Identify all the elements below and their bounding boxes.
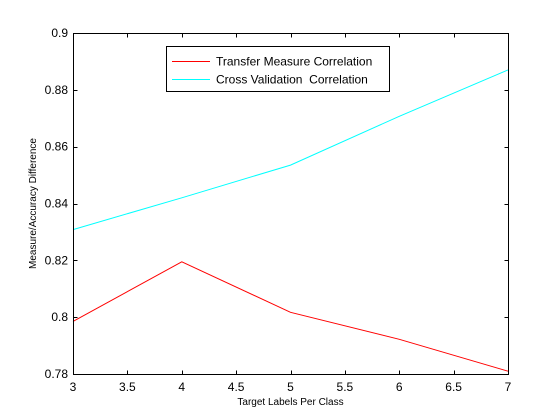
legend-label-transfer-measure: Transfer Measure Correlation [216,55,372,69]
y-tick-label: 0.8 [51,310,68,324]
plot-frame [73,33,509,375]
x-tick-label: 4.5 [228,380,245,394]
series-line-cross-validation [72,69,509,231]
legend-label-cross-validation: Cross Validation Correlation [216,73,368,87]
legend: Transfer Measure Correlation Cross Valid… [166,46,390,92]
y-axis-label: Measure/Accuracy Difference [28,138,39,269]
x-tick-label: 4 [178,380,185,394]
legend-box [166,46,390,92]
series-line-transfer-measure [72,261,509,372]
x-tick-label: 5 [287,380,294,394]
tick-layer: 3 3.5 4 4.5 5 5.5 6 6.5 7 0.78 0.8 0.82 0.84 0.86 0.88… [45,26,512,394]
x-tick-label: 3 [70,380,77,394]
y-tick-label: 0.86 [45,140,69,154]
y-tick-label: 0.88 [45,83,69,97]
x-tick-label: 3.5 [119,380,136,394]
x-tick-label: 6 [396,380,403,394]
series-layer [72,69,509,372]
y-tick-label: 0.84 [45,197,69,211]
x-tick-label: 7 [505,380,512,394]
y-tick-label: 0.82 [45,253,69,267]
x-tick-label: 5.5 [337,380,354,394]
y-tick-label: 0.78 [45,367,69,381]
x-axis-label: Target Labels Per Class [237,397,343,408]
x-tick-label: 6.5 [445,380,462,394]
y-tick-label: 0.9 [51,26,68,40]
